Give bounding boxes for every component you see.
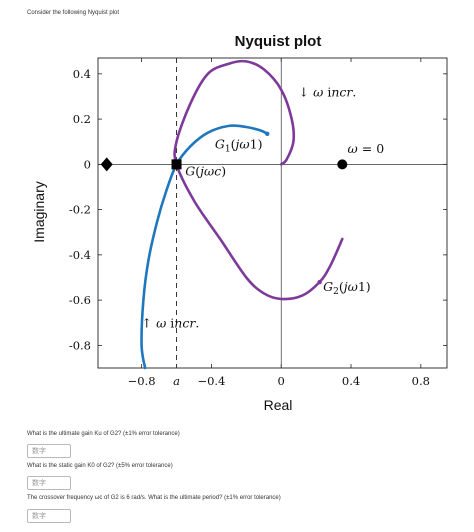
series-1-dot [265, 131, 270, 137]
axes-layer: −0.8 a −0.4 0 0.4 0.8 0.4 0.2 0 -0.2 -0.4 -0.6 -0.8 [69, 58, 447, 388]
nyquist-chart: Nyquist plot −0.8 a −0.4 0 0.4 0.8 0.4 0.2 0 -0.2… [31, 33, 448, 413]
x-tick-label: 0.8 [412, 374, 430, 388]
y-tick-label: -0.2 [69, 203, 91, 217]
annotation-1: ↓ ω incr. [299, 84, 357, 99]
x-tick-label: −0.4 [197, 374, 225, 388]
series-2-dot [317, 279, 322, 285]
x-axis-label: Real [264, 397, 293, 413]
annotation-5: ω = 0 [348, 141, 385, 156]
x-tick-label: a [173, 374, 180, 388]
y-tick-label: 0 [84, 157, 91, 171]
answer-input-3[interactable] [27, 509, 71, 523]
annotation-layer: ↓ ω incr. ↑ ω incr. G1​(jω1) G(jωc) ω = 0 G2​… [142, 84, 385, 330]
x-tick-label: −0.8 [128, 374, 156, 388]
marker-layer [100, 157, 348, 172]
y-tick-label: -0.4 [69, 248, 91, 262]
intro-text: Consider the following Nyquist plot [27, 10, 120, 16]
y-tick-label: 0.4 [73, 67, 91, 81]
answer-input-1[interactable] [27, 444, 71, 458]
annotation-4: G(jωc) [185, 164, 226, 179]
chart-title: Nyquist plot [235, 33, 322, 50]
plot-area [97, 57, 448, 369]
question-2: What is the static gain K0 of G2? (±5% e… [27, 463, 173, 469]
y-tick-label: -0.8 [69, 338, 91, 352]
annotation-3: G1​(jω1) [215, 137, 263, 155]
question-1: What is the ultimate gain Ku of G2? (±1%… [27, 431, 180, 437]
x-tick-label: 0 [278, 374, 285, 388]
answer-input-2[interactable] [27, 476, 71, 490]
x-tick-label: 0.4 [342, 374, 360, 388]
y-axis-label: Imaginary [31, 181, 47, 242]
y-tick-label: 0.2 [73, 112, 91, 126]
marker-critical-point [100, 157, 113, 172]
question-3: The crossover frequency ωc of G2 is 6 ra… [27, 495, 281, 501]
marker-crossover [171, 159, 182, 170]
y-tick-label: -0.6 [69, 293, 91, 307]
series-line-2 [173, 59, 344, 301]
annotation-2: ↑ ω incr. [142, 315, 200, 330]
marker-omega-zero [337, 159, 348, 170]
annotation-6: G2​(jω1) [323, 279, 371, 297]
